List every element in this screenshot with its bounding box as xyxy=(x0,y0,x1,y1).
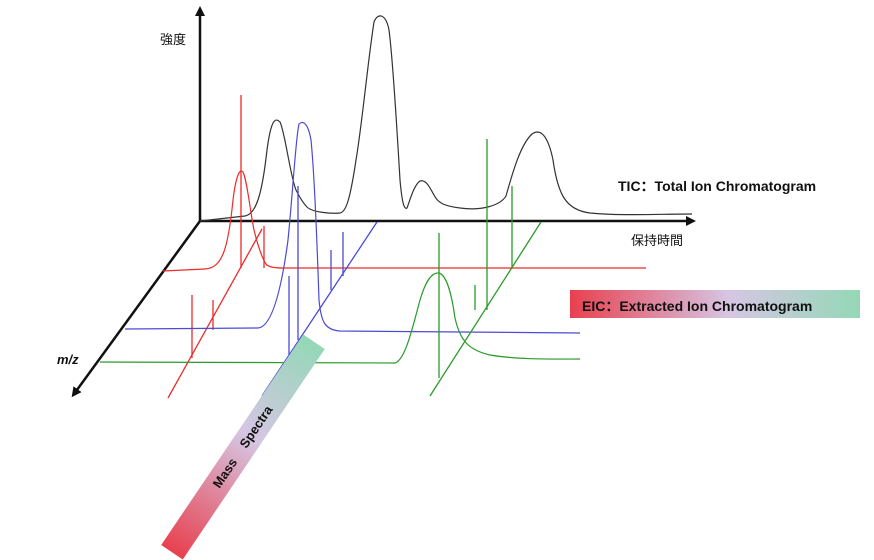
mz-axis-label: m/z xyxy=(57,352,79,367)
red-spectrum-axis xyxy=(167,228,263,399)
diagram-canvas xyxy=(71,6,696,399)
tic-trace xyxy=(199,15,693,222)
eic-green xyxy=(99,139,581,397)
eic-label: EIC：Extracted Ion Chromatogram xyxy=(582,298,813,314)
eic-label-box xyxy=(570,290,860,318)
intensity-axis-label: 強度 xyxy=(160,33,187,48)
mz-axis xyxy=(71,220,202,398)
eic-red xyxy=(162,95,646,399)
tic-label: TIC：Total Ion Chromatogram xyxy=(618,178,817,194)
green-spectrum-axis xyxy=(429,221,542,397)
lcms-3d-diagram: 強度 保持時間 m/z TIC：Total Ion Chromatogram E… xyxy=(57,6,860,560)
retention-time-axis-label: 保持時間 xyxy=(631,234,684,249)
